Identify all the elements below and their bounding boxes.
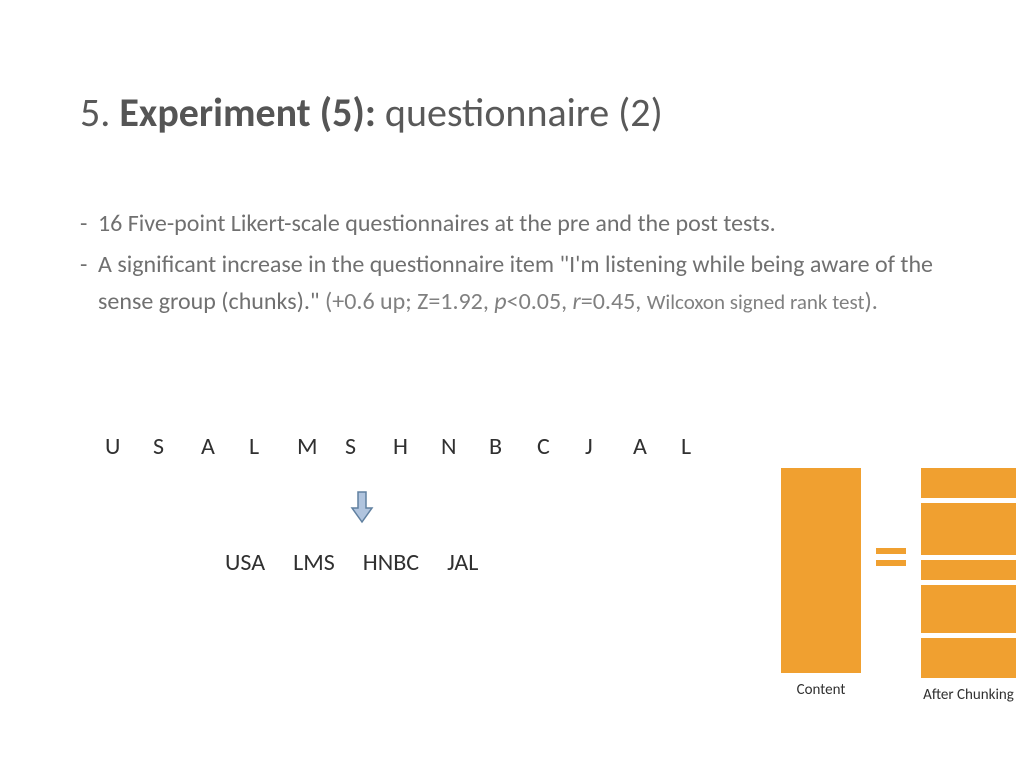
diagram-chunk-bar bbox=[921, 503, 1016, 555]
diagram-left-col bbox=[781, 468, 861, 673]
diagram-label-right: After Chunking bbox=[921, 686, 1016, 704]
letter: N bbox=[441, 432, 489, 461]
equals-icon bbox=[876, 548, 906, 572]
letter: H bbox=[393, 432, 441, 461]
title-number: 5. bbox=[80, 88, 110, 137]
diagram-content-bar bbox=[781, 468, 861, 673]
letter-row: USALMSHNBCJAL bbox=[105, 432, 729, 461]
letter: C bbox=[537, 432, 585, 461]
letter: J bbox=[585, 432, 633, 461]
title-rest: questionnaire (2) bbox=[385, 88, 663, 137]
letter: L bbox=[681, 432, 729, 461]
diagram-chunk-bar bbox=[921, 585, 1016, 633]
letter: S bbox=[345, 432, 393, 461]
letter: L bbox=[249, 432, 297, 461]
diagram-right-col bbox=[921, 468, 1016, 678]
letter: M bbox=[297, 432, 345, 461]
chunk: LMS bbox=[293, 548, 335, 577]
diagram-label-left: Content bbox=[781, 681, 861, 699]
bullet-2: - A significant increase in the question… bbox=[80, 246, 960, 320]
chunk-row: USA LMS HNBC JAL bbox=[225, 548, 506, 577]
down-arrow-icon bbox=[350, 490, 374, 529]
bullet-dash: - bbox=[80, 246, 98, 320]
letter: U bbox=[105, 432, 153, 461]
diagram-chunk-bar bbox=[921, 638, 1016, 678]
letter: A bbox=[201, 432, 249, 461]
diagram-chunk-bar bbox=[921, 560, 1016, 580]
chunking-diagram: Content After Chunking bbox=[781, 468, 1016, 728]
letter: A bbox=[633, 432, 681, 461]
slide-title: 5. Experiment (5): questionnaire (2) bbox=[80, 88, 663, 137]
chunk: USA bbox=[225, 548, 265, 577]
letter: S bbox=[153, 432, 201, 461]
bullet-2-text: A significant increase in the questionna… bbox=[98, 246, 960, 320]
bullet-1: - 16 Five-point Likert-scale questionnai… bbox=[80, 205, 960, 242]
bullet-list: - 16 Five-point Likert-scale questionnai… bbox=[80, 205, 960, 325]
diagram-chunk-bar bbox=[921, 468, 1016, 498]
chunk: HNBC bbox=[363, 548, 419, 577]
chunk: JAL bbox=[447, 548, 478, 577]
bullet-2-stat: (+0.6 up; Z=1.92, p<0.05, r=0.45, Wilcox… bbox=[320, 287, 878, 316]
bullet-dash: - bbox=[80, 205, 98, 242]
title-bold: Experiment (5): bbox=[119, 88, 375, 137]
letter: B bbox=[489, 432, 537, 461]
bullet-1-text: 16 Five-point Likert-scale questionnaire… bbox=[98, 205, 960, 242]
